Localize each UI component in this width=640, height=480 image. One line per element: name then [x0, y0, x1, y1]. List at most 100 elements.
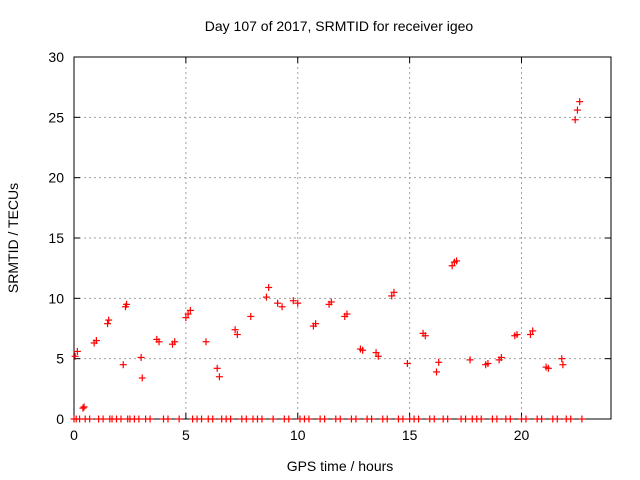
data-point — [343, 310, 351, 318]
x-tick-label: 0 — [70, 427, 78, 443]
data-point — [99, 415, 107, 423]
data-point — [155, 338, 163, 346]
data-point — [137, 353, 145, 361]
data-point — [135, 415, 143, 423]
data-point — [493, 415, 501, 423]
data-point — [289, 297, 297, 305]
y-tick-label: 5 — [56, 351, 64, 367]
data-point — [522, 415, 530, 423]
data-point — [305, 415, 313, 423]
data-point — [164, 415, 172, 423]
data-point — [171, 338, 179, 346]
data-point — [432, 368, 440, 376]
data-point — [186, 306, 194, 314]
data-point — [553, 415, 561, 423]
data-point — [359, 346, 367, 354]
data-point — [274, 299, 282, 307]
x-tick-label: 5 — [182, 427, 190, 443]
data-point — [336, 415, 344, 423]
y-tick-label: 0 — [56, 411, 64, 427]
data-point — [526, 331, 534, 339]
data-point — [215, 373, 223, 381]
data-point — [571, 116, 579, 124]
data-point — [202, 338, 210, 346]
data-point — [576, 98, 584, 106]
data-point — [175, 415, 183, 423]
data-point — [146, 415, 154, 423]
data-point — [86, 415, 94, 423]
y-tick-label: 25 — [48, 109, 64, 125]
data-point — [453, 257, 461, 265]
data-point — [352, 415, 360, 423]
y-axis-label: SRMTID / TECUs — [5, 183, 21, 293]
data-point — [484, 359, 492, 367]
y-tick-label: 10 — [48, 290, 64, 306]
data-point — [278, 303, 286, 311]
data-point — [506, 415, 514, 423]
data-point — [312, 320, 320, 328]
data-point — [321, 415, 329, 423]
y-tick-label: 20 — [48, 170, 64, 186]
data-point — [372, 349, 380, 357]
data-point — [265, 283, 273, 291]
data-points — [70, 98, 586, 423]
data-point — [123, 300, 131, 308]
data-point — [399, 415, 407, 423]
x-axis-label: GPS time / hours — [287, 458, 394, 474]
data-point — [198, 415, 206, 423]
data-point — [184, 310, 192, 318]
data-point — [538, 415, 546, 423]
data-point — [182, 314, 190, 322]
data-point — [529, 327, 537, 335]
data-point — [138, 374, 146, 382]
grid — [74, 57, 611, 419]
data-point — [368, 415, 376, 423]
data-point — [390, 288, 398, 296]
y-tick-label: 15 — [48, 230, 64, 246]
data-point — [448, 262, 456, 270]
data-point — [403, 359, 411, 367]
data-point — [497, 353, 505, 361]
data-point — [544, 364, 552, 372]
data-point — [231, 326, 239, 334]
data-point — [444, 415, 452, 423]
data-point — [415, 415, 423, 423]
data-point — [117, 415, 125, 423]
data-point — [421, 332, 429, 340]
data-point — [79, 404, 87, 412]
data-point — [258, 415, 266, 423]
data-point — [227, 415, 235, 423]
data-point — [513, 331, 521, 339]
data-point — [383, 415, 391, 423]
data-point — [294, 299, 302, 307]
data-point — [71, 352, 79, 360]
data-point — [374, 352, 382, 360]
data-point — [247, 312, 255, 320]
x-tick-label: 15 — [402, 427, 418, 443]
data-point — [285, 415, 293, 423]
data-point — [269, 415, 277, 423]
data-point — [262, 293, 270, 301]
x-tick-label: 20 — [514, 427, 530, 443]
y-tick-label: 30 — [48, 49, 64, 65]
data-point — [578, 415, 586, 423]
data-point — [559, 361, 567, 369]
data-point — [573, 106, 581, 114]
data-point — [213, 364, 221, 372]
data-point — [233, 331, 241, 339]
data-point — [388, 292, 396, 300]
data-point — [104, 320, 112, 328]
data-point — [567, 415, 575, 423]
data-point — [105, 316, 113, 324]
data-point — [558, 355, 566, 363]
data-point — [430, 415, 438, 423]
data-point — [466, 356, 474, 364]
data-point — [92, 337, 100, 345]
data-point — [242, 415, 250, 423]
data-point — [73, 347, 81, 355]
data-point — [462, 415, 470, 423]
chart-title: Day 107 of 2017, SRMTID for receiver ige… — [205, 18, 474, 34]
x-tick-label: 10 — [290, 427, 306, 443]
